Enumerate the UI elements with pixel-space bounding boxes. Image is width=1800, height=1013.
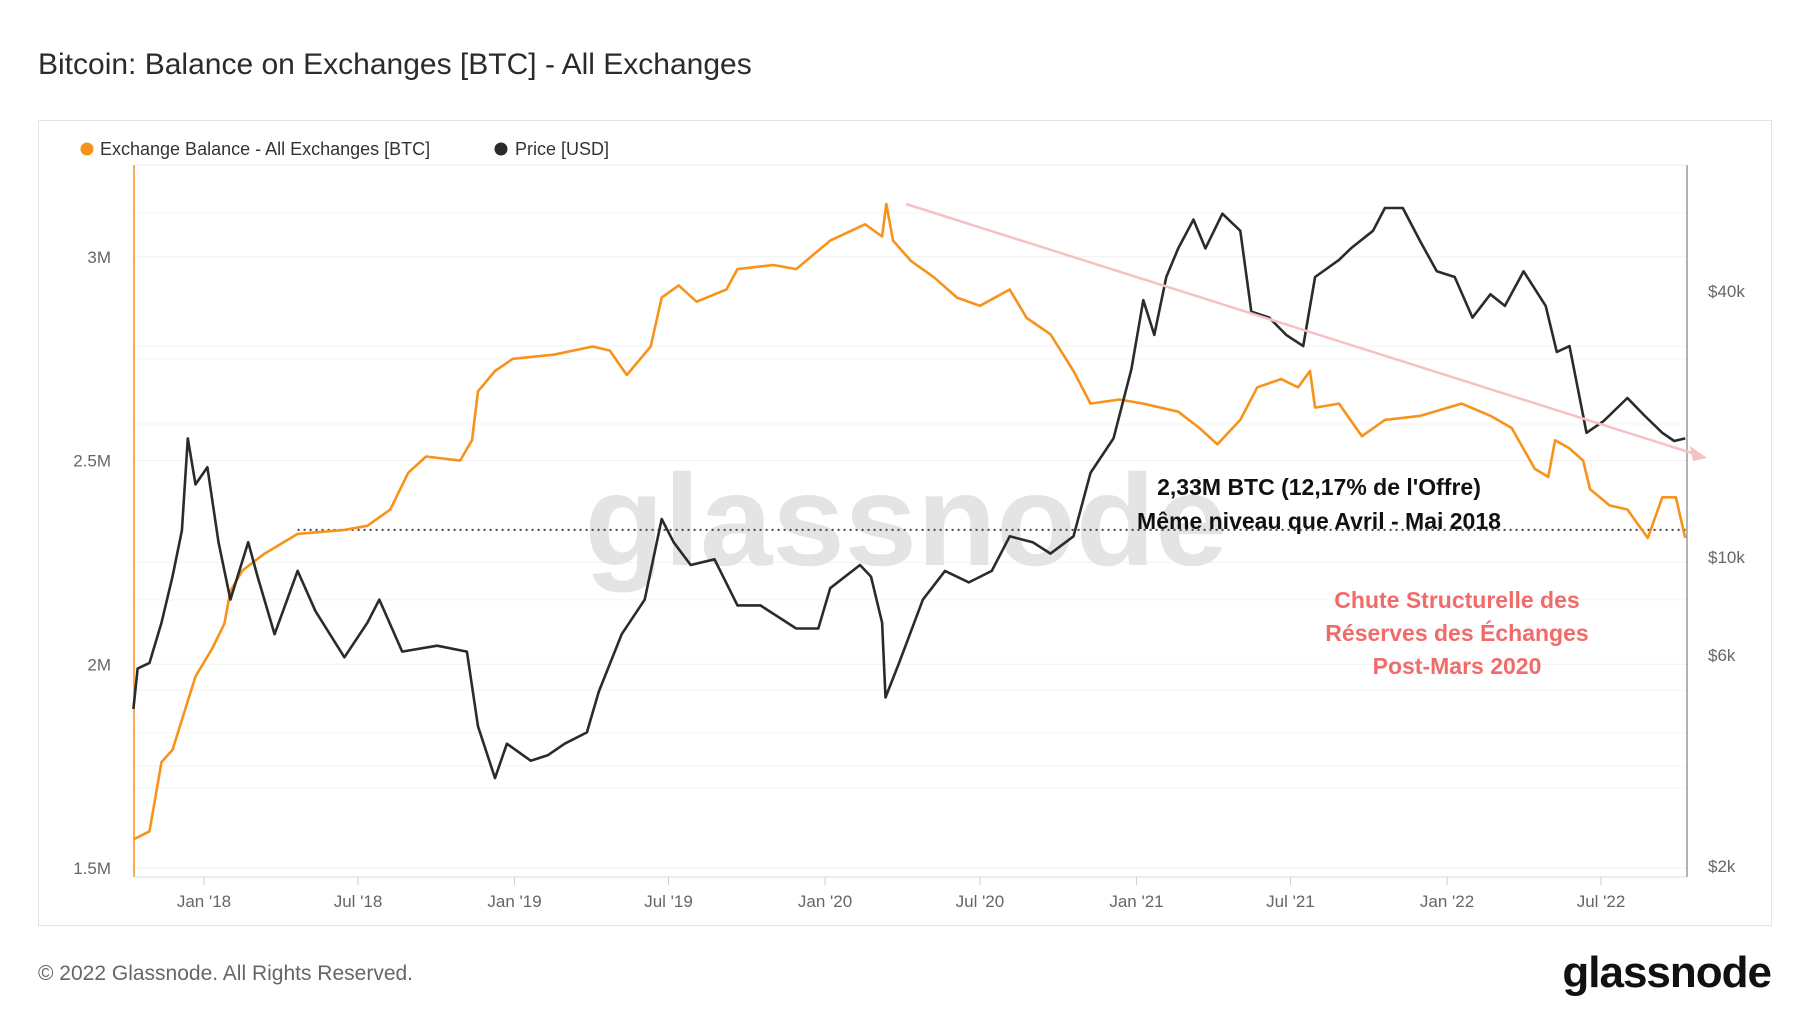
x-axis-tick-label: Jan '22 [1420, 892, 1474, 911]
annotation-trend-line3: Post-Mars 2020 [1373, 653, 1542, 679]
left-axis-tick-label: 2.5M [73, 452, 111, 471]
right-axis-tick-label: $10k [1708, 548, 1745, 567]
annotation-level-line2: Même niveau que Avril - Mai 2018 [1137, 508, 1501, 534]
balance-line [132, 202, 1687, 841]
watermark: glassnode [585, 447, 1228, 593]
annotation-trend-line1: Chute Structurelle des [1334, 587, 1579, 613]
trend-arrow-head-icon [1690, 446, 1707, 461]
x-axis-tick-label: Jul '22 [1577, 892, 1626, 911]
series [132, 202, 1687, 841]
x-axis-tick-label: Jan '20 [798, 892, 852, 911]
legend-balance-marker[interactable] [80, 142, 94, 156]
x-axis-tick-label: Jul '19 [644, 892, 693, 911]
left-axis-tick-label: 2M [87, 655, 111, 674]
trend-arrow-line [905, 202, 1699, 457]
glassnode-logo[interactable]: glassnode [1562, 948, 1772, 997]
right-axis-tick-label: $2k [1708, 857, 1736, 876]
right-axis-tick-label: $6k [1708, 646, 1736, 665]
legend-price-marker[interactable] [494, 142, 508, 156]
legend: Exchange Balance - All Exchanges [BTC] P… [80, 139, 609, 159]
price-line [132, 206, 1686, 780]
left-axis-tick-label: 1.5M [73, 859, 111, 878]
copyright-footer: © 2022 Glassnode. All Rights Reserved. [38, 962, 413, 985]
annotation-trend-line2: Réserves des Échanges [1325, 619, 1588, 646]
legend-price-label[interactable]: Price [USD] [515, 139, 609, 159]
annotation-level-line1: 2,33M BTC (12,17% de l'Offre) [1157, 474, 1481, 500]
x-axis-tick-label: Jul '21 [1266, 892, 1315, 911]
x-axis-tick-label: Jan '21 [1109, 892, 1163, 911]
x-axis-tick-label: Jul '18 [334, 892, 383, 911]
gridlines [134, 212, 1687, 869]
axes: 1.5M 2M 2.5M 3M $2k $6k $10k $40k Jan '18 Jul '18… [73, 164, 1745, 911]
legend-balance-label[interactable]: Exchange Balance - All Exchanges [BTC] [100, 139, 430, 159]
x-axis-tick-label: Jan '19 [487, 892, 541, 911]
x-axis-tick-label: Jul '20 [956, 892, 1005, 911]
chart-title: Bitcoin: Balance on Exchanges [BTC] - Al… [38, 48, 752, 81]
right-axis-tick-label: $40k [1708, 282, 1745, 301]
left-axis-tick-label: 3M [87, 248, 111, 267]
x-axis-tick-label: Jan '18 [177, 892, 231, 911]
